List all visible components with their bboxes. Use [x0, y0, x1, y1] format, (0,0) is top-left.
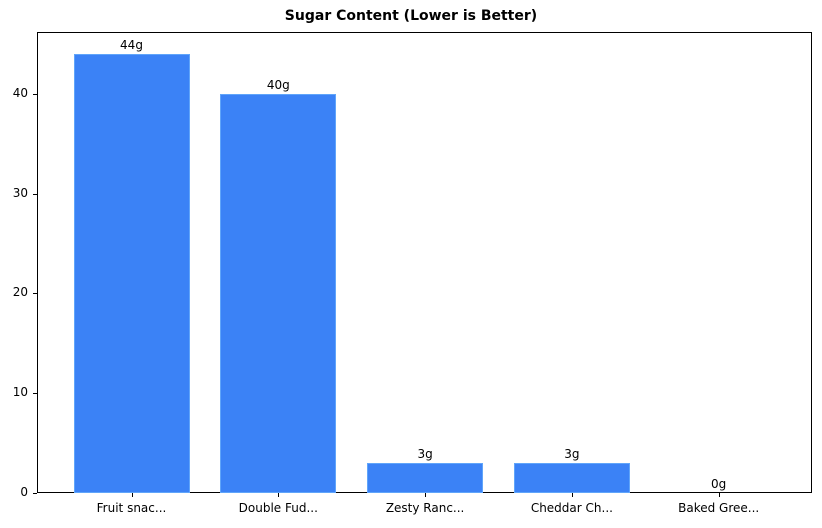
x-tick — [425, 493, 427, 497]
x-tick — [571, 493, 573, 497]
x-tick — [718, 493, 720, 497]
bar-value-label: 0g — [711, 477, 727, 491]
x-tick-label: Cheddar Ch... — [530, 501, 613, 515]
x-tick-label: Double Fud... — [238, 501, 318, 515]
bar-value-label: 3g — [417, 447, 433, 462]
x-tick — [131, 493, 133, 497]
bar — [73, 53, 190, 493]
y-tick-label: 40 — [12, 85, 28, 100]
y-tick — [33, 193, 37, 195]
x-tick — [278, 493, 280, 497]
bar — [367, 463, 484, 493]
bar — [220, 93, 337, 493]
x-tick-label: Baked Gree... — [678, 501, 760, 515]
y-tick-label: 30 — [12, 185, 28, 200]
y-tick — [33, 93, 37, 95]
y-tick-label: 0 — [20, 485, 28, 499]
x-tick-label: Zesty Ranc... — [385, 501, 465, 515]
y-tick — [33, 493, 37, 494]
x-tick-label: Fruit snac... — [96, 501, 167, 515]
bar — [513, 463, 630, 493]
y-tick-label: 20 — [12, 285, 28, 300]
chart-title: Sugar Content (Lower is Better) — [284, 8, 538, 24]
y-tick-label: 10 — [12, 385, 28, 400]
y-tick — [33, 393, 37, 395]
bar-value-label: 44g — [120, 37, 143, 52]
y-tick — [33, 293, 37, 295]
bar-value-label: 3g — [564, 447, 580, 462]
bar-value-label: 40g — [266, 77, 290, 92]
